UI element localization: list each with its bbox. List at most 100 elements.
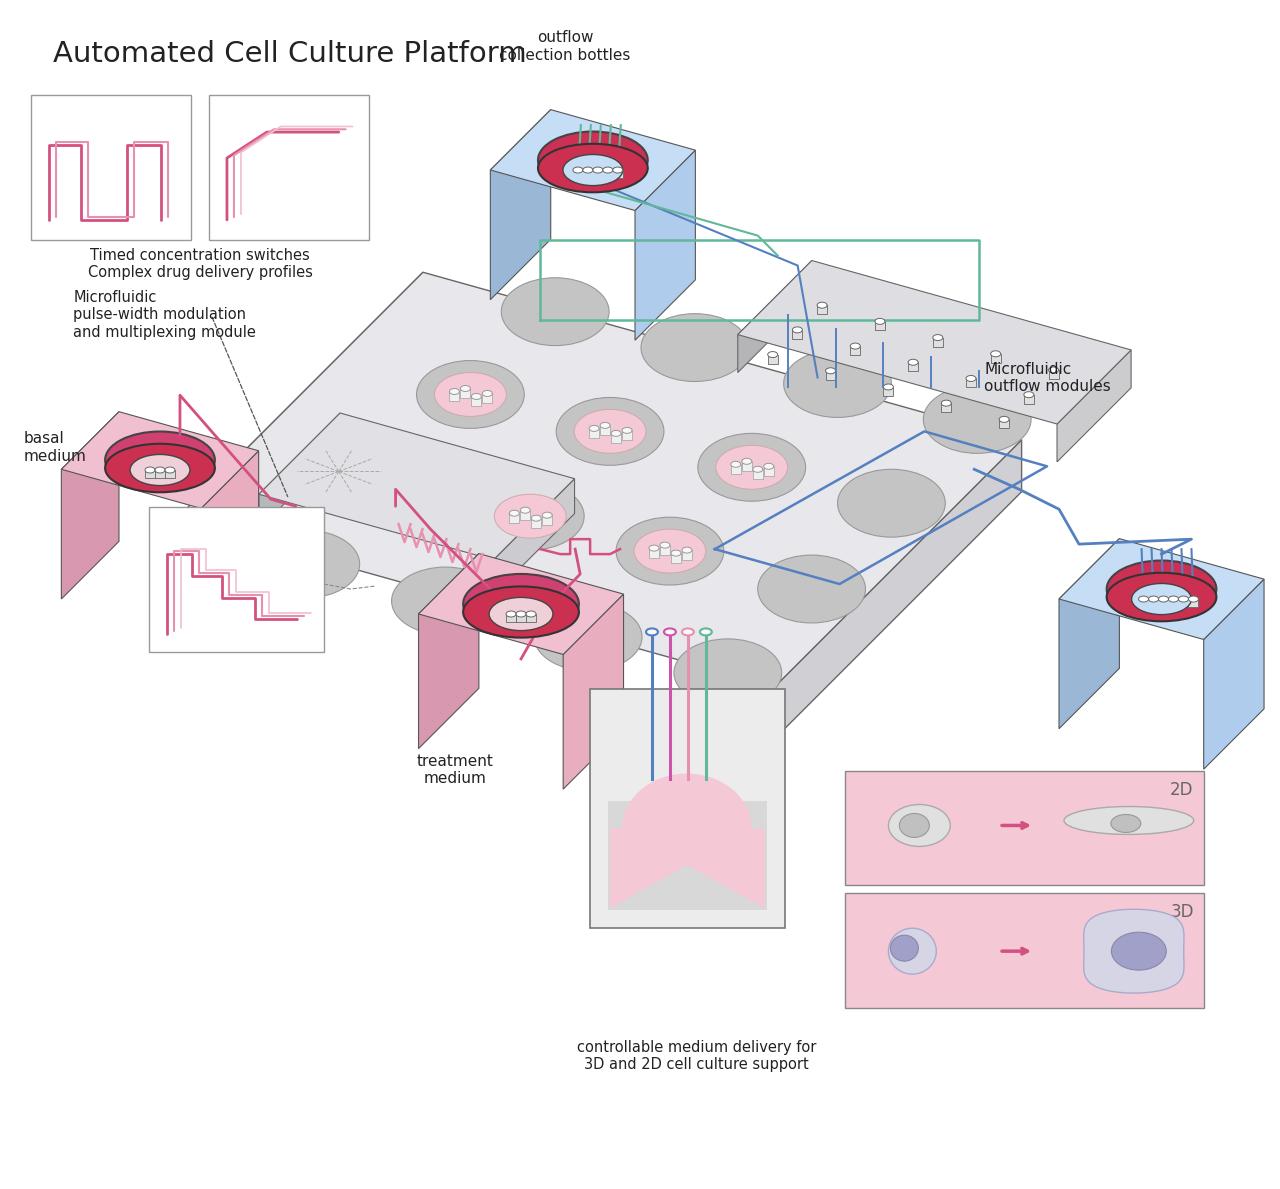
Polygon shape xyxy=(1179,599,1188,608)
Ellipse shape xyxy=(252,530,360,598)
Text: Microfluidic
outflow modules: Microfluidic outflow modules xyxy=(984,361,1111,394)
Polygon shape xyxy=(516,614,526,622)
Ellipse shape xyxy=(105,443,215,492)
Polygon shape xyxy=(1059,539,1265,640)
Polygon shape xyxy=(292,523,302,533)
Ellipse shape xyxy=(908,359,918,365)
Bar xyxy=(589,428,599,439)
Text: Timed concentration switches
Complex drug delivery profiles: Timed concentration switches Complex dru… xyxy=(87,247,312,281)
Ellipse shape xyxy=(616,517,723,585)
Polygon shape xyxy=(1203,579,1265,769)
Polygon shape xyxy=(526,614,536,622)
Ellipse shape xyxy=(991,351,1001,357)
Polygon shape xyxy=(1057,350,1132,461)
Text: Automated Cell Culture Platform: Automated Cell Culture Platform xyxy=(54,40,527,68)
Bar xyxy=(611,433,621,443)
Bar xyxy=(845,893,1203,1008)
Ellipse shape xyxy=(1179,596,1188,602)
Ellipse shape xyxy=(923,385,1032,453)
Ellipse shape xyxy=(165,467,175,473)
Ellipse shape xyxy=(449,389,460,395)
Polygon shape xyxy=(61,411,259,509)
Ellipse shape xyxy=(850,344,860,350)
Polygon shape xyxy=(1188,599,1198,608)
Ellipse shape xyxy=(891,936,918,961)
Polygon shape xyxy=(573,170,582,178)
Ellipse shape xyxy=(305,527,315,533)
Polygon shape xyxy=(737,260,812,372)
Ellipse shape xyxy=(817,302,827,308)
Polygon shape xyxy=(966,378,975,388)
Polygon shape xyxy=(177,272,422,571)
Polygon shape xyxy=(490,109,695,210)
Ellipse shape xyxy=(1111,814,1140,832)
Ellipse shape xyxy=(603,166,613,174)
Ellipse shape xyxy=(494,495,566,539)
Polygon shape xyxy=(177,272,1021,687)
Polygon shape xyxy=(1169,599,1179,608)
Ellipse shape xyxy=(416,360,525,428)
Ellipse shape xyxy=(589,426,599,432)
Ellipse shape xyxy=(876,319,884,325)
Ellipse shape xyxy=(582,166,593,174)
Ellipse shape xyxy=(489,587,553,621)
Ellipse shape xyxy=(534,603,643,671)
Ellipse shape xyxy=(792,327,803,333)
Ellipse shape xyxy=(1169,596,1179,602)
Polygon shape xyxy=(1024,395,1034,403)
Bar xyxy=(682,551,692,560)
Ellipse shape xyxy=(509,510,520,516)
Ellipse shape xyxy=(489,597,553,630)
Bar xyxy=(150,508,324,652)
Ellipse shape xyxy=(1024,391,1034,397)
Ellipse shape xyxy=(1139,596,1148,602)
Ellipse shape xyxy=(675,638,782,706)
Ellipse shape xyxy=(526,611,536,617)
Polygon shape xyxy=(1158,599,1169,608)
Text: 3D: 3D xyxy=(1170,904,1194,921)
Ellipse shape xyxy=(660,542,669,548)
Polygon shape xyxy=(635,150,695,340)
Ellipse shape xyxy=(888,929,936,974)
Ellipse shape xyxy=(516,611,526,617)
Polygon shape xyxy=(582,170,593,178)
Bar xyxy=(471,396,481,407)
Bar xyxy=(209,95,369,240)
Polygon shape xyxy=(603,170,613,178)
Ellipse shape xyxy=(434,372,507,416)
Ellipse shape xyxy=(641,314,749,382)
Ellipse shape xyxy=(1132,573,1192,605)
Polygon shape xyxy=(876,321,884,331)
Bar xyxy=(543,515,552,526)
Polygon shape xyxy=(817,306,827,314)
Bar xyxy=(764,466,773,477)
Ellipse shape xyxy=(753,466,763,472)
Ellipse shape xyxy=(682,629,694,635)
Polygon shape xyxy=(768,354,778,364)
Polygon shape xyxy=(883,386,893,396)
Bar xyxy=(660,545,669,555)
Polygon shape xyxy=(941,403,951,413)
Ellipse shape xyxy=(502,278,609,346)
Ellipse shape xyxy=(543,512,552,518)
Polygon shape xyxy=(792,329,803,339)
Ellipse shape xyxy=(279,514,289,520)
Bar xyxy=(449,391,460,402)
Bar xyxy=(753,470,763,479)
Ellipse shape xyxy=(575,409,646,453)
Ellipse shape xyxy=(266,508,276,514)
Ellipse shape xyxy=(716,446,787,489)
Ellipse shape xyxy=(1158,596,1169,602)
Polygon shape xyxy=(1059,539,1120,729)
Text: controllable medium delivery for
3D and 2D cell culture support: controllable medium delivery for 3D and … xyxy=(577,1040,817,1072)
Ellipse shape xyxy=(463,574,579,634)
Ellipse shape xyxy=(145,467,155,473)
Polygon shape xyxy=(419,554,623,654)
Bar xyxy=(845,770,1203,886)
Ellipse shape xyxy=(966,376,975,382)
Ellipse shape xyxy=(649,545,659,552)
Ellipse shape xyxy=(131,454,189,485)
Polygon shape xyxy=(1000,420,1009,428)
Polygon shape xyxy=(774,440,1021,738)
Bar xyxy=(622,430,632,440)
